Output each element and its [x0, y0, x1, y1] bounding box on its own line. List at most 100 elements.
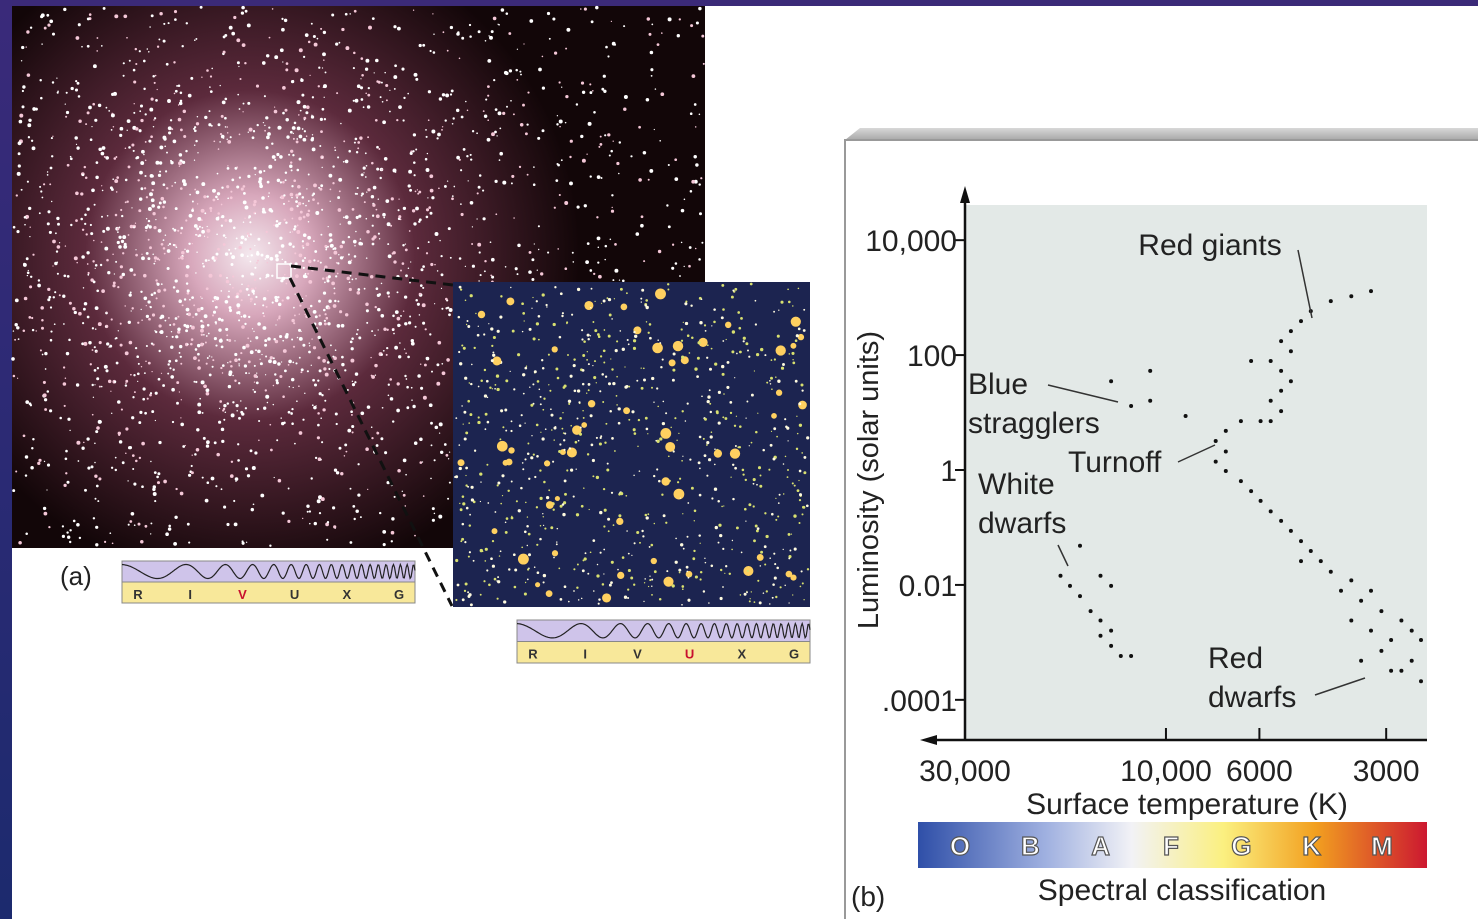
- star: [257, 350, 261, 354]
- star: [684, 302, 687, 305]
- star: [241, 6, 245, 10]
- star: [494, 384, 496, 386]
- star: [550, 414, 553, 417]
- star: [225, 219, 228, 222]
- star: [249, 221, 251, 223]
- star: [773, 553, 775, 555]
- star: [382, 407, 384, 409]
- star: [660, 428, 671, 439]
- star: [121, 409, 123, 411]
- star: [279, 237, 282, 240]
- star: [267, 290, 268, 291]
- star: [541, 437, 544, 440]
- star: [36, 330, 37, 331]
- star: [248, 360, 251, 363]
- star-point: [1099, 619, 1103, 623]
- star: [434, 264, 436, 266]
- star: [513, 553, 516, 556]
- star: [90, 224, 92, 226]
- star: [351, 260, 353, 262]
- star: [460, 203, 462, 205]
- star: [442, 93, 445, 96]
- star: [354, 245, 356, 247]
- star: [69, 529, 71, 531]
- star: [253, 293, 255, 295]
- star: [147, 257, 150, 260]
- star: [159, 145, 163, 149]
- star: [485, 99, 487, 101]
- star: [75, 88, 78, 91]
- star: [592, 365, 593, 366]
- star: [295, 200, 298, 203]
- star: [589, 509, 590, 510]
- star: [376, 214, 380, 218]
- star-point: [1410, 629, 1414, 633]
- star: [37, 462, 40, 465]
- star: [681, 209, 685, 213]
- star: [565, 95, 568, 98]
- star: [168, 317, 170, 319]
- star: [288, 411, 291, 414]
- star: [453, 186, 455, 188]
- star: [583, 417, 585, 419]
- star: [185, 150, 187, 152]
- star: [659, 140, 661, 142]
- star: [324, 313, 326, 315]
- star: [246, 344, 250, 348]
- star: [600, 355, 602, 357]
- star: [453, 117, 455, 119]
- star: [145, 160, 147, 162]
- star: [534, 370, 537, 373]
- star: [522, 468, 524, 470]
- star: [784, 585, 785, 586]
- star: [616, 395, 618, 397]
- star: [155, 161, 159, 165]
- star: [634, 542, 636, 544]
- star: [788, 557, 790, 559]
- star: [568, 601, 570, 603]
- star: [417, 247, 419, 249]
- star: [18, 141, 22, 145]
- star: [259, 170, 262, 173]
- star: [525, 582, 526, 583]
- star: [480, 274, 482, 276]
- star: [482, 190, 484, 192]
- star: [29, 236, 30, 237]
- star: [667, 289, 669, 291]
- star: [41, 327, 44, 330]
- star: [125, 201, 127, 203]
- star: [781, 367, 784, 370]
- star: [179, 299, 181, 301]
- star: [176, 402, 179, 405]
- star: [709, 389, 711, 391]
- star: [175, 279, 178, 282]
- star: [318, 85, 320, 87]
- star: [698, 534, 700, 536]
- star: [247, 233, 249, 235]
- star: [469, 35, 472, 38]
- star: [592, 460, 593, 461]
- star-point: [1269, 509, 1273, 513]
- star: [505, 266, 507, 268]
- star: [350, 359, 354, 363]
- star: [152, 212, 155, 215]
- star: [799, 470, 802, 473]
- star: [529, 251, 532, 254]
- star: [448, 313, 451, 316]
- star: [755, 300, 757, 302]
- star: [520, 123, 524, 127]
- star: [197, 217, 201, 221]
- star: [297, 185, 301, 189]
- star: [682, 513, 683, 514]
- star: [131, 310, 132, 311]
- star: [605, 46, 608, 49]
- star: [275, 340, 279, 344]
- star: [398, 355, 401, 358]
- star: [162, 305, 165, 308]
- star: [111, 413, 112, 414]
- star: [210, 90, 213, 93]
- star: [631, 410, 634, 413]
- star: [582, 91, 585, 94]
- star: [104, 541, 106, 543]
- star: [461, 116, 464, 119]
